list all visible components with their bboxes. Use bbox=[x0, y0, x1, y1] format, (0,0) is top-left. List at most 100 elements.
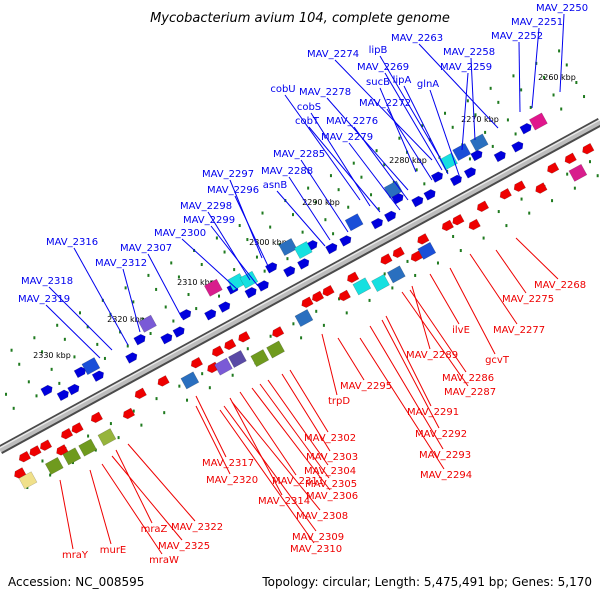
forward-gene-arrow bbox=[423, 189, 436, 201]
gene-arrow bbox=[322, 284, 335, 297]
forward-gene-label: MAV_2299 bbox=[183, 215, 235, 226]
forward-gene-block bbox=[239, 270, 259, 289]
reverse-gene-block bbox=[180, 371, 200, 390]
reverse-gene-block bbox=[62, 447, 82, 466]
forward-leader-line bbox=[147, 253, 183, 319]
reverse-gene-label: MAV_2268 bbox=[534, 280, 586, 291]
reverse-leader-line bbox=[289, 369, 329, 433]
track-dot bbox=[177, 275, 180, 279]
track-dot bbox=[269, 334, 272, 338]
forward-leader-line bbox=[384, 72, 443, 171]
gene-arrow bbox=[339, 235, 352, 247]
gene-arrow bbox=[547, 162, 560, 174]
forward-gene-arrow bbox=[91, 370, 104, 382]
reverse-gene-label: MAV_2287 bbox=[444, 387, 496, 398]
track-dot bbox=[484, 130, 487, 134]
reverse-gene-arrow bbox=[338, 289, 351, 302]
forward-gene-arrow bbox=[73, 366, 86, 379]
track-dot bbox=[238, 224, 241, 228]
forward-gene-arrow bbox=[40, 384, 53, 397]
track-dot bbox=[583, 95, 586, 99]
track-dot bbox=[246, 238, 249, 242]
forward-gene-arrow bbox=[449, 174, 462, 187]
gene-block bbox=[386, 265, 406, 284]
gene-block bbox=[344, 213, 364, 232]
forward-gene-block bbox=[469, 133, 489, 152]
reverse-leader-line bbox=[385, 315, 432, 407]
reverse-leader-line bbox=[369, 325, 444, 450]
track-dot bbox=[391, 286, 394, 290]
gene-arrow bbox=[56, 444, 69, 456]
forward-gene-arrow bbox=[244, 286, 257, 299]
gene-arrow bbox=[380, 253, 393, 265]
gene-arrow bbox=[61, 427, 74, 440]
track-dot bbox=[155, 397, 158, 401]
gene-arrow bbox=[441, 219, 455, 232]
track-dot bbox=[41, 350, 44, 354]
forward-gene-arrow bbox=[339, 235, 352, 247]
track-dot bbox=[368, 298, 371, 302]
reverse-gene-arrow bbox=[513, 180, 526, 192]
reverse-gene-arrow bbox=[56, 444, 69, 456]
track-dot bbox=[324, 218, 327, 222]
genome-summary-text: Topology: circular; Length: 5,475,491 bp… bbox=[261, 575, 592, 589]
reverse-gene-label: MAV_2275 bbox=[502, 294, 554, 305]
forward-gene-label: MAV_2278 bbox=[299, 87, 351, 98]
backbone-layer bbox=[0, 118, 600, 454]
forward-gene-block bbox=[138, 314, 157, 333]
track-dot bbox=[50, 367, 53, 371]
gene-block bbox=[568, 163, 588, 182]
track-dot bbox=[12, 406, 15, 410]
gene-arrow bbox=[265, 262, 278, 274]
forward-gene-label: MAV_2272 bbox=[359, 98, 411, 109]
reverse-gene-arrow bbox=[322, 284, 335, 297]
reverse-gene-arrow bbox=[224, 338, 237, 351]
reverse-gene-label: MAV_2314 bbox=[258, 496, 310, 507]
gene-arrow bbox=[14, 467, 27, 479]
reverse-gene-arrow bbox=[90, 411, 104, 424]
reverse-leader-line bbox=[219, 409, 315, 544]
reverse-gene-arrow bbox=[14, 467, 27, 479]
forward-gene-label: MAV_2263 bbox=[391, 33, 443, 44]
forward-gene-label: cobS bbox=[297, 102, 321, 113]
track-dot bbox=[86, 325, 89, 329]
track-dot bbox=[63, 337, 66, 341]
track-dot bbox=[551, 199, 554, 203]
forward-gene-label: lipB bbox=[369, 45, 388, 56]
track-dot bbox=[210, 280, 213, 284]
reverse-leader-line bbox=[401, 291, 469, 387]
gene-arrow bbox=[29, 445, 42, 457]
gene-block bbox=[203, 278, 223, 297]
forward-leader-line bbox=[73, 247, 129, 346]
forward-gene-arrow bbox=[519, 122, 532, 135]
track-dot bbox=[497, 100, 500, 104]
forward-leader-line bbox=[559, 13, 565, 93]
gene-arrow bbox=[238, 330, 251, 343]
reverse-gene-label: MAV_2295 bbox=[340, 381, 392, 392]
gene-arrow bbox=[513, 180, 526, 192]
track-dot bbox=[529, 105, 532, 109]
reverse-gene-label: trpD bbox=[328, 396, 350, 407]
track-dot bbox=[415, 168, 418, 172]
track-dot bbox=[345, 311, 348, 315]
reverse-leader-line bbox=[515, 237, 559, 280]
track-dot bbox=[164, 305, 167, 309]
reverse-leader-line bbox=[259, 383, 330, 479]
gene-arrow bbox=[470, 149, 483, 162]
reverse-leader-line bbox=[127, 443, 196, 522]
backbone-line bbox=[0, 119, 600, 453]
forward-gene-arrow bbox=[256, 280, 269, 292]
forward-gene-arrow bbox=[218, 301, 231, 313]
forward-gene-arrow bbox=[160, 333, 173, 345]
track-dot bbox=[33, 336, 36, 340]
track-dot bbox=[506, 118, 509, 122]
track-dot bbox=[377, 207, 380, 211]
forward-leader-line bbox=[122, 268, 141, 333]
reverse-gene-arrow bbox=[452, 213, 465, 226]
forward-gene-arrow bbox=[493, 150, 506, 163]
forward-gene-arrow bbox=[133, 334, 146, 346]
reverse-gene-arrow bbox=[71, 422, 84, 434]
track-dot bbox=[218, 294, 221, 298]
reverse-leader-line bbox=[231, 401, 321, 511]
